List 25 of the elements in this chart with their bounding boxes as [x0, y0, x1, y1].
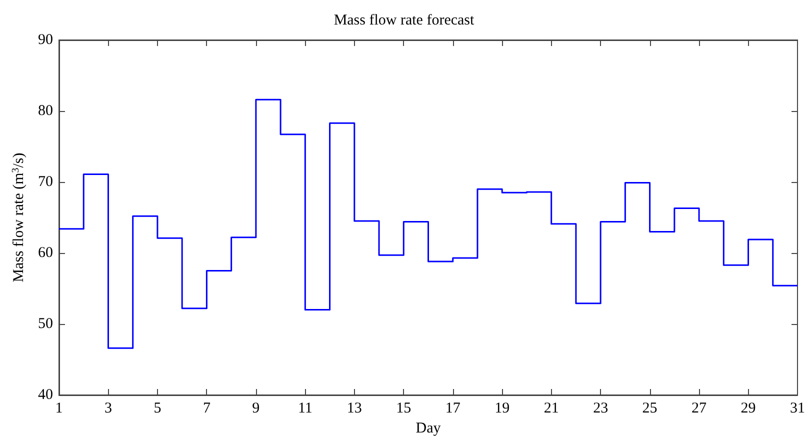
x-tick-label: 31	[790, 400, 805, 416]
chart-title: Mass flow rate forecast	[334, 12, 476, 28]
y-tick-label: 50	[38, 316, 53, 332]
x-tick-label: 21	[544, 400, 559, 416]
y-tick-label: 40	[38, 387, 53, 403]
x-axis-title: Day	[416, 420, 442, 436]
x-tick-label: 11	[298, 400, 312, 416]
x-tick-label: 23	[593, 400, 608, 416]
x-tick-label: 7	[202, 400, 211, 416]
x-tick-label: 19	[494, 400, 510, 416]
y-axis-title: Mass flow rate (m3/s)	[10, 152, 27, 282]
x-tick-label: 9	[252, 400, 260, 416]
x-tick-label: 3	[104, 400, 112, 416]
x-tick-label: 27	[692, 400, 708, 416]
y-tick-label: 90	[38, 32, 53, 48]
x-tick-label: 15	[396, 400, 412, 416]
x-tick-label: 1	[55, 400, 63, 416]
x-tick-label: 13	[346, 400, 362, 416]
x-tick-label: 17	[445, 400, 461, 416]
y-tick-label: 80	[38, 103, 53, 119]
x-tick-label: 25	[642, 400, 658, 416]
x-tick-label: 5	[154, 400, 162, 416]
x-tick-label: 29	[740, 400, 756, 416]
y-tick-label: 60	[38, 245, 53, 261]
y-tick-label: 70	[38, 174, 53, 190]
